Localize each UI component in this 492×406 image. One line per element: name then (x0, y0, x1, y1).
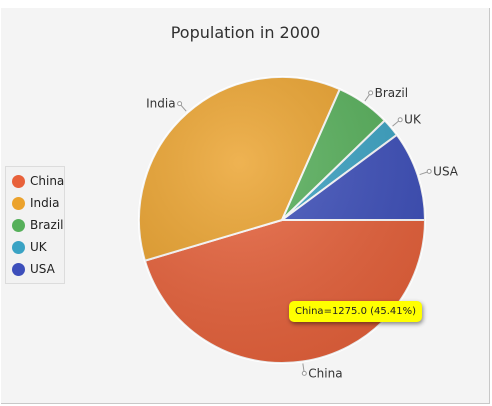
legend-swatch (12, 262, 25, 276)
slice-label-brazil: Brazil (375, 86, 409, 100)
slice-label-china: China (308, 366, 342, 380)
legend-item-china[interactable]: China (12, 170, 64, 192)
legend-item-usa[interactable]: USA (12, 258, 64, 280)
label-leader-dot (177, 101, 183, 107)
pie-chart: China India Brazil UK USA (138, 76, 459, 380)
legend-label: USA (30, 262, 55, 276)
label-leader-dot (426, 168, 432, 174)
legend: China India Brazil UK USA (5, 166, 65, 284)
slice-tooltip: China=1275.0 (45.41%) (289, 301, 423, 322)
legend-swatch (12, 240, 25, 254)
slice-label-india: India (146, 97, 175, 111)
chart-title: Population in 2000 (170, 23, 321, 42)
legend-item-uk[interactable]: UK (12, 236, 64, 258)
label-leader-dot (368, 90, 374, 96)
legend-item-brazil[interactable]: Brazil (12, 214, 64, 236)
legend-label: Brazil (30, 218, 64, 232)
chart-panel: Population in 2000 China India Brazil UK USA… (1, 8, 490, 404)
legend-swatch (12, 196, 25, 210)
label-leader-dot (397, 117, 403, 123)
label-leader-dot (301, 370, 307, 376)
legend-swatch (12, 218, 25, 232)
legend-label: UK (30, 240, 47, 254)
slice-label-usa: USA (433, 164, 459, 178)
slice-label-uk: UK (404, 113, 422, 127)
legend-label: India (30, 196, 60, 210)
legend-swatch (12, 174, 25, 188)
legend-label: China (30, 174, 65, 188)
legend-item-india[interactable]: India (12, 192, 64, 214)
